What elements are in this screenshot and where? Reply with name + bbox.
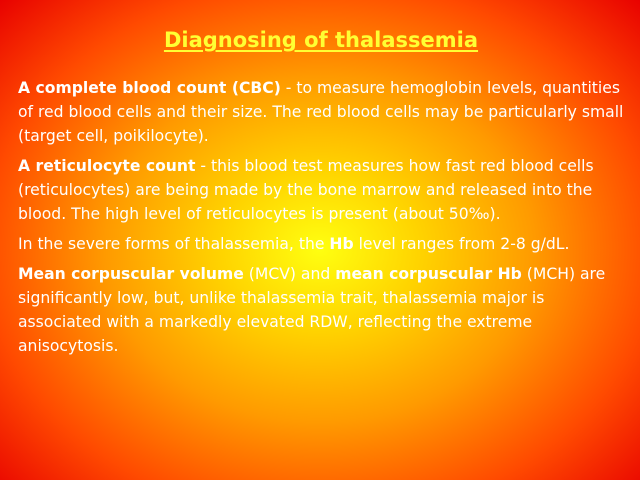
- slide-title: Diagnosing of thalassemia: [163, 28, 479, 52]
- bold-text: mean corpuscular Hb: [335, 265, 522, 283]
- paragraph: Mean corpuscular volume (MCV) and mean c…: [18, 262, 624, 358]
- bold-text: Hb: [329, 235, 354, 253]
- text: - to measure hemoglobin levels, quantiti…: [18, 79, 624, 145]
- bold-text: A reticulocyte count: [18, 157, 196, 175]
- text: (MCH) are significantly low, but, unlike…: [18, 265, 606, 355]
- paragraph: A complete blood count (CBC) - to measur…: [18, 76, 624, 148]
- paragraph: A reticulocyte count - this blood test m…: [18, 154, 624, 226]
- text: level ranges from 2-8 g/dL.: [353, 235, 570, 253]
- bold-text: Mean corpuscular volume: [18, 265, 244, 283]
- text: In the severe forms of thalassemia, the: [18, 235, 330, 253]
- bold-text: A complete blood count (CBC): [18, 79, 281, 97]
- text: (MCV) and: [243, 265, 336, 283]
- paragraph: In the severe forms of thalassemia, the …: [18, 232, 624, 256]
- text: - this blood test measures how fast red …: [18, 157, 594, 223]
